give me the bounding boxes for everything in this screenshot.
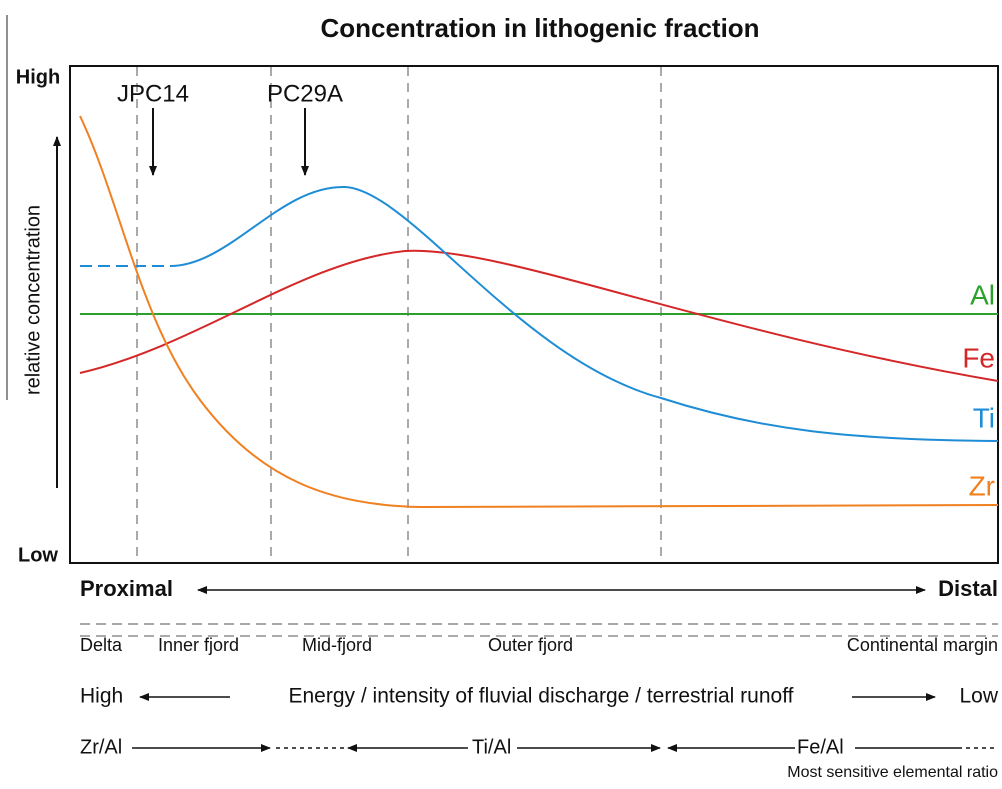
curves [79,115,999,509]
element-label: Fe [962,342,995,373]
proximal: Proximal [80,576,173,601]
element-label: Zr [969,470,995,501]
title: Concentration in lithogenic fraction [320,13,759,43]
zone: Outer fjord [488,635,573,655]
element-label: Al [970,279,995,310]
energy-high: High [80,685,123,708]
zone: Continental margin [847,635,998,655]
ratio: Zr/Al [80,736,122,758]
y-low: Low [18,544,58,566]
core-label: JPC14 [117,80,189,107]
energy-label: Energy / intensity of fluvial discharge … [288,685,793,708]
energy-low: Low [959,685,998,708]
ratio: Ti/Al [472,736,511,758]
ratio: Fe/Al [797,736,844,758]
distal: Distal [938,576,998,601]
y-label: relative concentration [22,205,44,395]
zone: Inner fjord [158,635,239,655]
ratio-caption: Most sensitive elemental ratio [787,764,998,781]
core-label: PC29A [267,80,343,107]
zone-lines [80,623,998,637]
element-label: Ti [973,402,995,433]
y-high: High [16,66,60,88]
zone: Delta [80,635,123,655]
zone: Mid-fjord [302,635,372,655]
